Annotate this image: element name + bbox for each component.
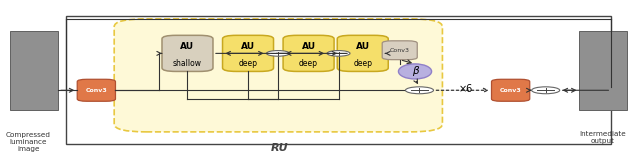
FancyBboxPatch shape xyxy=(492,79,530,101)
Text: Compressed
luminance
image: Compressed luminance image xyxy=(6,132,51,152)
FancyBboxPatch shape xyxy=(382,41,417,60)
Text: AU: AU xyxy=(241,42,255,51)
Ellipse shape xyxy=(399,64,431,79)
FancyBboxPatch shape xyxy=(77,79,115,101)
FancyBboxPatch shape xyxy=(162,35,213,71)
Text: shallow: shallow xyxy=(173,59,202,68)
FancyBboxPatch shape xyxy=(283,35,334,71)
Bar xyxy=(10,31,58,110)
Circle shape xyxy=(406,87,433,94)
Bar xyxy=(67,16,611,144)
Text: Conv3: Conv3 xyxy=(390,48,410,53)
Text: Conv3: Conv3 xyxy=(86,88,108,93)
Text: RU: RU xyxy=(271,143,289,153)
FancyBboxPatch shape xyxy=(114,19,442,132)
Circle shape xyxy=(327,51,350,56)
FancyBboxPatch shape xyxy=(223,35,273,71)
Text: ×6: ×6 xyxy=(459,84,473,94)
Text: Conv3: Conv3 xyxy=(500,88,522,93)
FancyBboxPatch shape xyxy=(337,35,388,71)
Text: deep: deep xyxy=(239,59,257,68)
Text: AU: AU xyxy=(301,42,316,51)
Circle shape xyxy=(532,87,560,94)
Text: deep: deep xyxy=(299,59,318,68)
Text: deep: deep xyxy=(353,59,372,68)
Text: AU: AU xyxy=(356,42,370,51)
Text: Intermediate
output: Intermediate output xyxy=(580,131,627,144)
Bar xyxy=(579,31,627,110)
Circle shape xyxy=(266,51,289,56)
Text: AU: AU xyxy=(180,42,195,51)
Text: β: β xyxy=(412,66,419,76)
